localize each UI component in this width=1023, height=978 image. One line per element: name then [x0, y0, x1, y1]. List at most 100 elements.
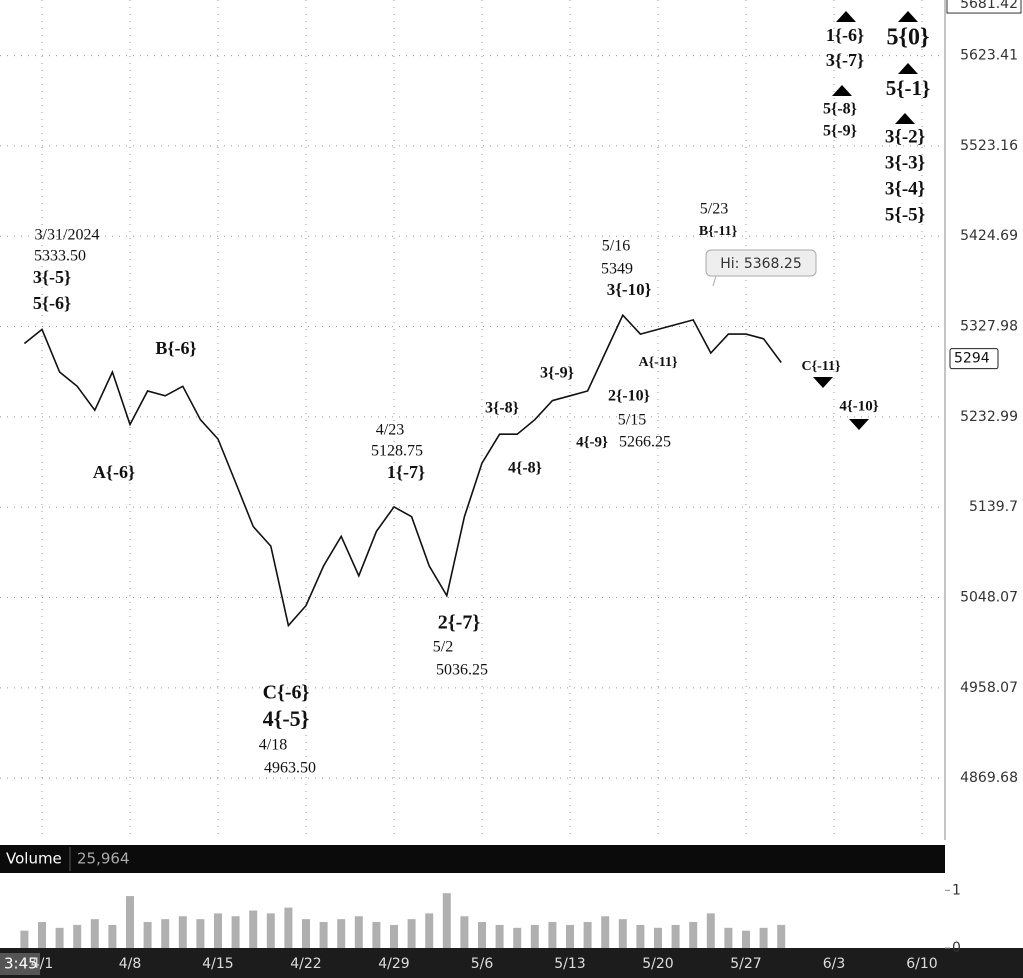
- annotation: 4{-9}: [576, 434, 608, 450]
- price-line: [23, 313, 782, 628]
- volume-bar: [266, 913, 275, 948]
- volume-bar: [143, 922, 152, 948]
- volume-bar: [530, 924, 539, 948]
- y-tick-label: 5048.07: [960, 590, 1018, 606]
- y-tick-label: 5139.7: [969, 499, 1018, 515]
- volume-bar: [742, 930, 750, 948]
- annotation: 4963.50: [264, 760, 316, 777]
- volume-bar: [231, 916, 240, 948]
- volume-bar: [319, 922, 328, 948]
- volume-bar: [495, 924, 504, 948]
- annotation: 3{-7}: [826, 50, 864, 70]
- annotation: A{-11}: [638, 355, 678, 370]
- x-tick-label: 5/13: [554, 956, 585, 972]
- volume-bar: [478, 922, 486, 948]
- volume-tick-label: 1: [952, 882, 961, 898]
- volume-bar: [583, 922, 592, 948]
- annotation: 2{-7}: [438, 612, 481, 634]
- x-tick-label: 6/10: [906, 956, 937, 972]
- annotation: 3/31/2024: [35, 227, 100, 244]
- high-pointer: [712, 275, 717, 287]
- x-tick-label: 4/15: [202, 956, 233, 972]
- annotation: 1{-7}: [387, 462, 425, 482]
- x-tick-label: 4/22: [290, 956, 321, 972]
- volume-header: [0, 845, 945, 873]
- y-tick-label: 5327.98: [960, 319, 1018, 335]
- volume-tick-label: 0: [952, 940, 961, 956]
- annotation: 4{-8}: [508, 460, 542, 477]
- annotation: C{-6}: [263, 682, 310, 704]
- volume-bar: [759, 927, 768, 948]
- volume-bar: [178, 916, 187, 948]
- annotation: 5/2: [433, 639, 453, 656]
- x-tick-label: 4/1: [31, 956, 54, 972]
- x-tick-label: 4/8: [119, 956, 142, 972]
- volume-bar: [302, 919, 310, 948]
- y-tick-label: 5232.99: [960, 409, 1018, 425]
- y-tick-label: 4869.68: [960, 770, 1018, 786]
- volume-bar: [513, 927, 522, 948]
- annotation: 3{-8}: [485, 400, 519, 417]
- x-tick-label: 4/29: [378, 956, 409, 972]
- time-label: 3:45: [4, 955, 38, 973]
- annotation: 5{0}: [887, 25, 930, 51]
- annotation: 5/15: [618, 412, 646, 429]
- volume-bar: [55, 927, 64, 948]
- down-marker: [813, 377, 833, 388]
- annotation: 5349: [601, 261, 633, 278]
- annotation: 4{-5}: [263, 706, 310, 731]
- annotation: 3{-2}: [885, 126, 925, 147]
- annotation: B{-11}: [699, 224, 738, 239]
- annotation: 4/23: [376, 422, 404, 439]
- annotation: 3{-10}: [607, 280, 652, 299]
- up-marker: [895, 113, 915, 124]
- annotation: B{-6}: [155, 338, 196, 358]
- annotation: 5{-6}: [33, 293, 71, 313]
- volume-bar: [689, 922, 698, 948]
- up-marker: [898, 63, 918, 74]
- up-marker: [836, 11, 856, 22]
- last-price: 5294: [954, 351, 990, 367]
- volume-bar: [636, 924, 645, 948]
- last-price-box: [949, 348, 999, 370]
- annotation: 2{-10}: [608, 388, 650, 405]
- annotation: 4{-10}: [839, 398, 878, 414]
- volume-bar: [249, 910, 258, 948]
- volume-bar: [284, 907, 293, 948]
- annotation: 5266.25: [619, 434, 671, 451]
- down-marker: [849, 419, 869, 430]
- volume-bar: [724, 927, 733, 948]
- annotation: 5{-1}: [886, 76, 931, 100]
- volume-bar: [601, 916, 610, 948]
- volume-last: 25,964: [77, 850, 130, 868]
- x-tick-label: 5/27: [730, 956, 761, 972]
- volume-bar: [126, 896, 134, 948]
- volume-bar: [196, 919, 205, 948]
- annotation: 3{-4}: [885, 178, 925, 199]
- volume-bar: [618, 919, 627, 948]
- volume-bar: [671, 924, 680, 948]
- y-tick-label: 4958.07: [960, 680, 1018, 696]
- annotation: 5{-9}: [823, 123, 857, 140]
- y-tick-label: 5681.42: [960, 0, 1018, 12]
- annotation: 5333.50: [34, 248, 86, 265]
- x-tick-label: 5/6: [471, 956, 494, 972]
- tick-box: [946, 0, 1022, 14]
- volume-bar: [90, 919, 99, 948]
- annotation: 1{-6}: [826, 25, 864, 45]
- annotation: 5128.75: [371, 443, 423, 460]
- volume-bar: [654, 927, 662, 948]
- volume-bar: [354, 916, 363, 948]
- volume-bar: [20, 930, 29, 948]
- volume-bar: [460, 916, 469, 948]
- volume-bar: [442, 893, 451, 948]
- high-label: Hi: 5368.25: [720, 256, 801, 272]
- volume-bar: [390, 924, 398, 948]
- markers: [813, 11, 918, 430]
- annotation: 5036.25: [436, 662, 488, 679]
- time-box: [0, 953, 40, 975]
- volume-bar: [548, 922, 557, 948]
- volume-bar: [566, 924, 574, 948]
